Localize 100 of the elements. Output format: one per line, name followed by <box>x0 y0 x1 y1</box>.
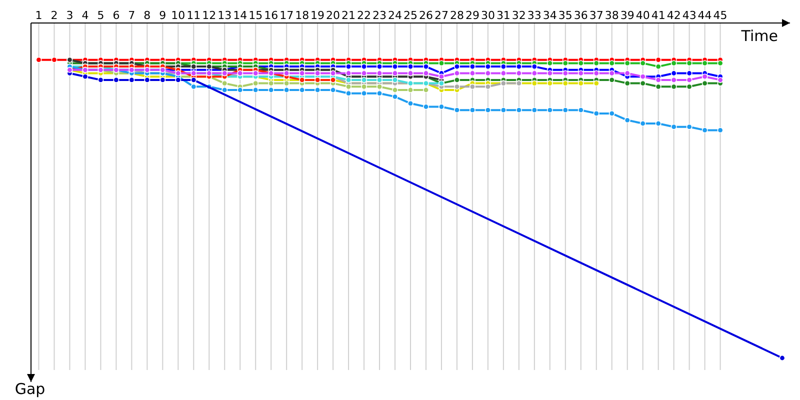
point <box>376 70 383 76</box>
point <box>670 70 677 76</box>
point <box>51 56 58 63</box>
point <box>516 107 522 114</box>
x-tick-label: 5 <box>97 9 104 22</box>
x-tick-label: 27 <box>434 9 448 22</box>
point <box>408 87 414 93</box>
x-tick-label: 34 <box>542 9 557 22</box>
point <box>670 84 677 90</box>
point <box>98 76 104 83</box>
point <box>593 110 600 116</box>
point <box>438 104 444 110</box>
point <box>655 84 662 90</box>
x-tick-label: 23 <box>372 9 387 22</box>
point <box>640 120 646 126</box>
x-tick-label: 32 <box>512 9 526 22</box>
point <box>160 76 166 83</box>
point <box>314 70 321 76</box>
point <box>392 76 398 83</box>
point <box>686 124 692 130</box>
point <box>314 87 321 93</box>
point <box>408 64 414 70</box>
point <box>531 107 538 114</box>
point <box>655 120 662 126</box>
point <box>500 107 506 114</box>
point <box>422 64 429 70</box>
point <box>562 70 568 76</box>
point <box>346 70 352 76</box>
point <box>608 70 615 76</box>
point <box>422 70 429 76</box>
point <box>702 74 708 80</box>
point <box>562 80 568 86</box>
point <box>593 70 600 76</box>
point <box>546 107 553 114</box>
x-tick-label: 43 <box>682 9 696 22</box>
point <box>330 70 336 76</box>
point <box>454 70 460 76</box>
point <box>438 60 444 66</box>
point <box>376 76 383 83</box>
point <box>640 80 646 86</box>
point <box>500 64 506 70</box>
x-tick-label: 18 <box>295 9 310 22</box>
point <box>670 76 677 83</box>
point <box>408 100 414 106</box>
point <box>392 87 398 93</box>
x-tick-label: 33 <box>527 9 542 22</box>
x-tick-label: 42 <box>666 9 681 22</box>
point <box>268 80 274 86</box>
point <box>531 80 538 86</box>
x-tick-label: 44 <box>698 9 712 22</box>
point <box>268 87 274 93</box>
point <box>578 80 584 86</box>
point <box>655 64 662 70</box>
x-tick-label: 30 <box>480 9 495 22</box>
point <box>469 84 476 90</box>
point <box>578 60 584 66</box>
point <box>562 60 568 66</box>
x-tick-label: 17 <box>280 9 294 22</box>
point <box>284 80 290 86</box>
x-tick-label: 9 <box>159 9 166 22</box>
point <box>484 70 491 76</box>
x-axis-title: Time <box>740 27 778 45</box>
x-tick-label: 41 <box>651 9 666 22</box>
point <box>686 60 692 66</box>
point <box>702 127 708 134</box>
x-tick-label: 1 <box>35 9 42 22</box>
point <box>624 60 630 66</box>
x-tick-label: 6 <box>112 9 120 22</box>
point <box>484 64 491 70</box>
x-tick-label: 39 <box>620 9 634 22</box>
point <box>361 64 368 70</box>
point <box>578 107 584 114</box>
point <box>686 76 692 83</box>
x-tick-label: 7 <box>128 9 136 22</box>
point <box>222 80 228 86</box>
x-tick-label: 10 <box>171 9 186 22</box>
point <box>175 76 182 83</box>
point <box>624 70 630 76</box>
point <box>284 70 290 76</box>
point <box>190 76 197 83</box>
point <box>562 107 568 114</box>
point <box>82 74 88 80</box>
point <box>469 70 476 76</box>
point <box>624 117 630 124</box>
point <box>392 70 398 76</box>
point <box>299 87 306 93</box>
point <box>484 107 491 114</box>
point <box>608 76 615 83</box>
point <box>608 60 615 66</box>
x-tick-label: 40 <box>636 9 650 22</box>
point <box>284 87 290 93</box>
x-tick-label: 26 <box>418 9 433 22</box>
point <box>531 64 538 70</box>
point <box>346 90 352 96</box>
point <box>252 80 259 86</box>
point <box>546 70 553 76</box>
point <box>252 87 259 93</box>
point <box>330 87 336 93</box>
point <box>361 76 368 83</box>
point <box>376 64 383 70</box>
